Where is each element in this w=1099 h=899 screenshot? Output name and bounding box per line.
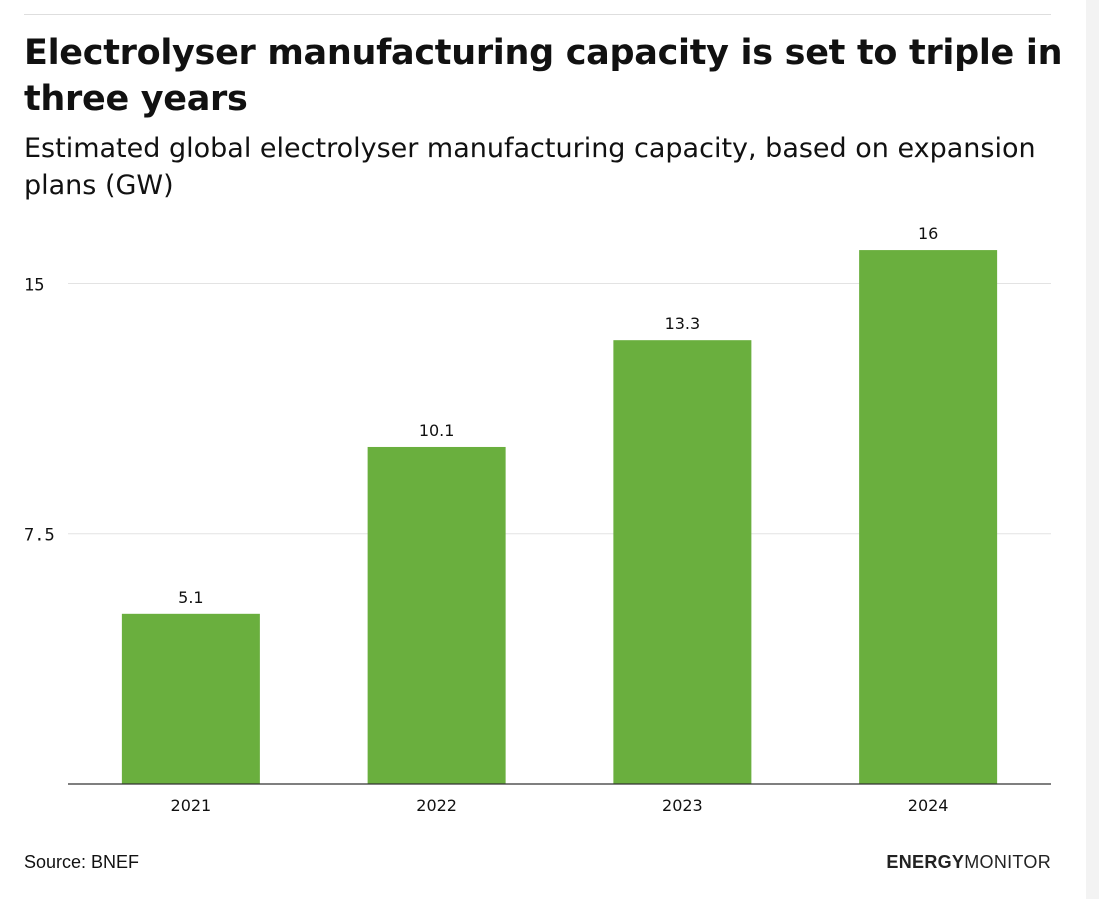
bar [367, 446, 506, 784]
bar [121, 613, 260, 784]
x-tick-label: 2022 [416, 796, 457, 815]
y-tick-label: 15 [24, 275, 44, 295]
data-label: 13.3 [665, 314, 701, 333]
data-label: 10.1 [419, 421, 455, 440]
top-divider [24, 14, 1051, 15]
data-label: 5.1 [178, 588, 203, 607]
x-tick-label: 2021 [171, 796, 212, 815]
chart-title: Electrolyser manufacturing capacity is s… [24, 33, 1063, 119]
x-tick-label: 2023 [662, 796, 703, 815]
axes: 7.5 15 2021 2022 2023 2024 [24, 275, 1051, 815]
bars [121, 250, 998, 784]
bar [859, 250, 998, 784]
chart-subtitle: Estimated global electrolyser manufactur… [24, 133, 1036, 201]
energy-monitor-logo: ENERGYMONITOR [830, 852, 1051, 873]
bar [613, 340, 752, 784]
bar-chart: 5.1 10.1 13.3 16 7.5 15 2021 2022 2023 2024 [24, 224, 1051, 815]
scroll-gutter [1086, 0, 1099, 899]
data-labels: 5.1 10.1 13.3 16 [178, 224, 938, 607]
y-tick-label: 7.5 [24, 526, 55, 546]
data-label: 16 [918, 224, 938, 243]
logo-word-energy: ENERGY [886, 852, 965, 872]
logo-word-monitor: MONITOR [964, 852, 1051, 872]
x-tick-label: 2024 [908, 796, 949, 815]
source-note: Source: BNEF [24, 852, 140, 872]
